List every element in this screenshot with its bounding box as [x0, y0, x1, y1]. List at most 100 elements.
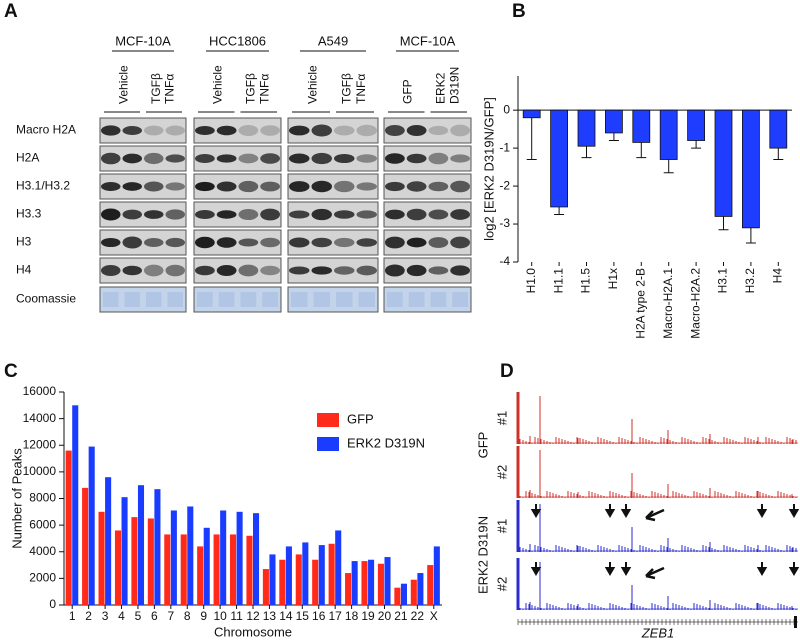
- band: [260, 181, 280, 192]
- bar: [236, 511, 243, 605]
- bar: [659, 109, 678, 160]
- band: [334, 125, 355, 136]
- lane-label: Vehicle: [305, 65, 319, 104]
- lane-label: TGFβ: [340, 73, 354, 104]
- bar: [147, 518, 154, 605]
- coomassie-band: [358, 292, 375, 307]
- band: [144, 210, 164, 219]
- bar: [351, 561, 358, 605]
- band: [289, 125, 310, 136]
- panel-label: B: [512, 1, 526, 22]
- band: [406, 237, 427, 248]
- coomassie-band: [387, 292, 403, 307]
- bar: [253, 513, 260, 605]
- bar: [522, 109, 541, 119]
- band: [311, 208, 332, 221]
- band: [144, 238, 164, 247]
- band: [450, 209, 470, 220]
- track-signal: [519, 450, 797, 498]
- band: [165, 237, 185, 248]
- coomassie-band: [430, 292, 447, 307]
- band: [385, 181, 405, 192]
- band: [195, 181, 215, 192]
- coomassie-band: [103, 292, 119, 307]
- band: [385, 124, 405, 137]
- band: [122, 153, 142, 164]
- band: [165, 125, 185, 136]
- band: [406, 181, 427, 192]
- band: [311, 124, 332, 137]
- x-tick-label: 10: [213, 609, 227, 623]
- bar: [312, 559, 319, 605]
- blot-box: [383, 145, 472, 172]
- lane-label: TGFβ: [244, 73, 258, 104]
- track-signal: [519, 396, 797, 444]
- x-tick-label: 1: [69, 609, 76, 623]
- x-tick-label: 20: [378, 609, 392, 623]
- bar: [345, 573, 352, 605]
- bar: [154, 489, 161, 605]
- bar: [318, 545, 325, 605]
- bar: [427, 565, 434, 605]
- x-tick-label: 4: [118, 609, 125, 623]
- band: [195, 210, 215, 219]
- y-tick-label: 16000: [23, 384, 57, 398]
- arrow: [620, 562, 632, 576]
- bar: [88, 446, 95, 605]
- x-tick-label: 3: [102, 609, 109, 623]
- lane-label: TNFα: [163, 74, 177, 104]
- band: [238, 238, 259, 247]
- band: [122, 236, 142, 249]
- bar: [203, 527, 210, 605]
- band: [334, 210, 355, 219]
- bar: [605, 109, 623, 134]
- x-tick-label: 12: [246, 609, 260, 623]
- bar: [384, 557, 391, 605]
- error-bar: [581, 146, 592, 159]
- band: [289, 266, 310, 275]
- lane-label: Vehicle: [211, 65, 225, 104]
- legend-swatch: [317, 413, 339, 427]
- x-tick-label: H3.2: [743, 268, 757, 294]
- arrow: [788, 562, 800, 576]
- y-tick-label: 6000: [29, 517, 56, 531]
- band: [238, 153, 259, 164]
- band: [356, 154, 377, 163]
- x-tick-label: 9: [200, 609, 207, 623]
- legend-label: GFP: [347, 411, 374, 426]
- cell-line: A549: [318, 33, 348, 48]
- arrow: [788, 504, 800, 518]
- x-tick-label: H1x: [606, 268, 620, 289]
- bar: [742, 109, 760, 229]
- bar: [220, 510, 227, 605]
- row-label: H3.3: [16, 207, 42, 221]
- band: [216, 181, 237, 192]
- x-tick-label: H4: [770, 268, 784, 284]
- y-tick-label: 10000: [23, 464, 57, 478]
- band: [289, 153, 310, 164]
- row-label: Macro H2A: [16, 123, 76, 137]
- band: [122, 182, 142, 191]
- band: [216, 154, 237, 163]
- band: [406, 153, 427, 164]
- arrow: [645, 566, 665, 580]
- track-signal: [519, 562, 797, 610]
- band: [165, 209, 185, 220]
- band: [216, 210, 237, 219]
- bar: [180, 534, 187, 605]
- x-tick-label: H3.1: [716, 268, 730, 294]
- bar: [262, 569, 269, 605]
- bar: [246, 535, 253, 605]
- cell-line: HCC1806: [209, 33, 266, 48]
- bar: [295, 554, 302, 605]
- panel-label: D: [500, 361, 514, 382]
- bar: [65, 450, 72, 605]
- x-tick-label: 5: [135, 609, 142, 623]
- lane-label: TNFα: [258, 74, 272, 104]
- band: [238, 208, 259, 221]
- band: [428, 209, 449, 220]
- x-tick-label: Macro-H2A.1: [661, 268, 675, 339]
- band: [385, 209, 405, 220]
- band: [289, 181, 310, 192]
